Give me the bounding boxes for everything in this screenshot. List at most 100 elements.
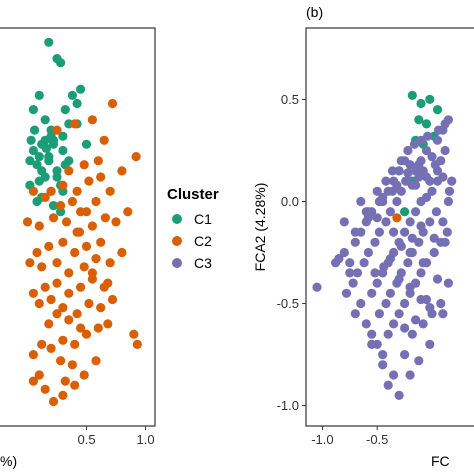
point-c3 [356, 298, 366, 309]
point-c2 [58, 303, 68, 313]
point-c3 [432, 166, 443, 176]
point-c2 [28, 350, 38, 360]
point-c3 [352, 268, 363, 278]
point-c2 [76, 323, 86, 333]
point-c1 [34, 90, 44, 100]
point-c2 [34, 370, 44, 380]
point-c2 [70, 339, 80, 349]
point-c3 [411, 207, 421, 217]
point-c2 [34, 298, 44, 309]
point-c3 [392, 180, 402, 190]
point-c1 [34, 152, 44, 162]
point-c1 [425, 94, 435, 104]
point-c2 [103, 319, 113, 329]
point-c3 [432, 135, 443, 145]
point-c2 [70, 119, 80, 129]
point-c1 [44, 156, 54, 166]
point-c3 [389, 319, 399, 329]
point-c1 [46, 131, 56, 141]
y-tick-label: -0.5 [277, 296, 299, 311]
point-c3 [411, 315, 421, 325]
point-c3 [400, 350, 410, 360]
point-c3 [378, 350, 388, 360]
point-c3 [400, 227, 410, 237]
point-c2 [64, 288, 74, 298]
point-c3 [440, 237, 450, 247]
point-c3 [436, 156, 446, 166]
point-c2 [28, 186, 38, 196]
point-c3 [416, 135, 426, 145]
point-c3 [407, 233, 417, 243]
point-c3 [403, 145, 413, 156]
point-c2 [56, 201, 66, 211]
point-c1 [407, 90, 417, 100]
point-c3 [350, 227, 360, 237]
legend-key-c3 [172, 258, 182, 268]
point-c2 [52, 309, 62, 319]
point-c2 [37, 339, 47, 349]
panel-a-points [22, 37, 142, 407]
point-c3 [444, 186, 455, 196]
point-c3 [421, 145, 432, 156]
point-c3 [383, 329, 393, 339]
point-c2 [44, 241, 54, 251]
point-c3 [432, 274, 443, 284]
point-c3 [312, 282, 322, 292]
point-c1 [48, 139, 59, 149]
point-c1 [58, 145, 68, 156]
point-c2 [64, 268, 74, 278]
point-c2 [40, 192, 50, 202]
point-c1 [416, 98, 426, 109]
panel-a: 0.5 1.0 %) [0, 27, 156, 469]
point-c3 [403, 168, 413, 178]
panel-a-frame [0, 27, 156, 427]
point-c2 [79, 262, 89, 272]
point-c2 [60, 376, 70, 386]
point-c1 [432, 105, 443, 115]
point-c3 [438, 217, 448, 227]
panel-b-points [312, 90, 457, 400]
point-c2 [93, 156, 103, 166]
point-c2 [46, 343, 56, 353]
point-c3 [381, 217, 391, 227]
point-c3 [427, 152, 437, 162]
point-c2 [64, 315, 74, 325]
point-c3 [394, 390, 404, 400]
point-c3 [372, 278, 382, 288]
point-c3 [400, 323, 410, 333]
point-c2 [105, 258, 115, 268]
point-c1 [421, 119, 432, 129]
y-tick-label: 0.5 [281, 92, 299, 107]
point-c2 [91, 196, 101, 207]
x-tick-label: -0.5 [366, 432, 388, 447]
point-c3 [425, 339, 435, 349]
point-c2 [52, 125, 62, 135]
point-c3 [341, 288, 352, 298]
point-c1 [67, 90, 77, 100]
point-c2 [72, 227, 82, 237]
point-c3 [350, 309, 360, 319]
point-c3 [387, 166, 398, 176]
point-c3 [374, 309, 384, 319]
point-c2 [46, 294, 56, 305]
point-c2 [96, 172, 106, 182]
point-c3 [345, 268, 355, 278]
point-c1 [64, 156, 74, 166]
point-c3 [434, 125, 444, 135]
point-c2 [37, 262, 47, 272]
point-c3 [416, 268, 426, 278]
point-c2 [58, 390, 68, 400]
point-c1 [414, 115, 424, 125]
panel-b-x-ticks: -1.0 -0.5 [311, 426, 388, 447]
point-c3 [440, 145, 450, 156]
point-c2 [28, 376, 38, 386]
point-c2 [117, 166, 127, 176]
point-c1 [25, 156, 35, 166]
point-c2 [117, 247, 127, 258]
point-c3 [394, 274, 404, 284]
point-c2 [70, 247, 80, 258]
point-c2 [105, 186, 115, 196]
legend-label-c1: C1 [194, 211, 212, 227]
point-c3 [403, 258, 413, 268]
point-c1 [60, 105, 70, 115]
